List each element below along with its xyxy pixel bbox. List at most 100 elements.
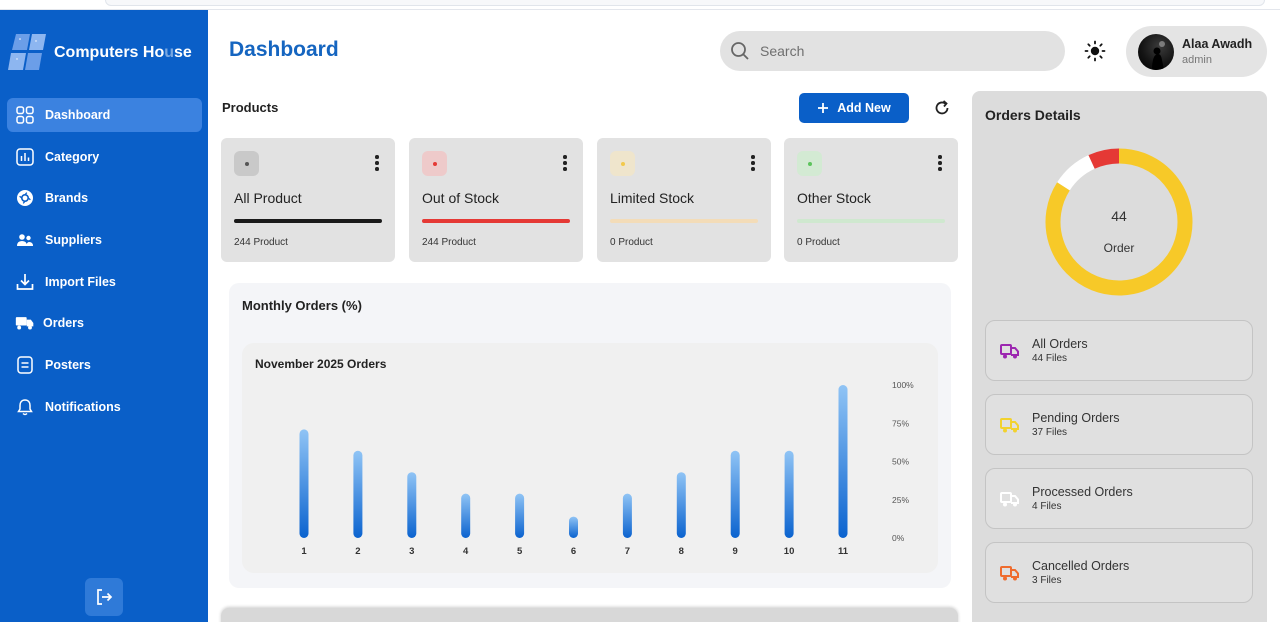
sidebar-item-label: Dashboard [45,108,111,122]
x-tick-label: 4 [463,546,469,557]
orders-total: 44 [1111,208,1127,224]
chart-icon [15,147,35,167]
sidebar-item-label: Category [45,149,100,164]
order-category-name: All Orders [1032,337,1088,351]
order-category-row[interactable]: All Orders 44 Files [985,320,1253,381]
sidebar-item-brands[interactable]: Brands [7,181,202,215]
search-icon [731,42,749,60]
page-title: Dashboard [229,38,339,61]
sidebar-item-label: Suppliers [45,233,102,248]
delivery-truck-icon [1000,491,1019,506]
chart-bar[interactable] [461,493,471,538]
browser-address-strip [0,0,1280,10]
search-bar[interactable] [720,31,1065,71]
sidebar-nav: Dashboard Category Brands Suppliers Impo… [7,98,202,432]
brand-logo[interactable]: Computers House [8,32,192,74]
products-heading: Products [222,100,279,115]
sun-icon [1084,40,1106,62]
logo-icon [8,34,46,70]
bottom-panel [221,608,958,622]
search-input[interactable] [760,43,1040,59]
product-card[interactable]: All Product 244 Product [221,138,395,262]
chart-bar[interactable] [676,472,686,538]
x-tick-label: 10 [784,546,795,557]
sidebar-item-label: Brands [45,191,89,206]
logout-button[interactable] [85,578,123,616]
product-card[interactable]: Other Stock 0 Product [784,138,958,262]
delivery-truck-icon [1000,343,1019,358]
orders-total-label: Order [1103,241,1135,255]
sidebar-item-dashboard[interactable]: Dashboard [7,98,202,132]
product-card-count: 0 Product [610,237,653,248]
chart-bar[interactable] [569,516,578,538]
orders-details-panel: Orders Details 44 Order All Orders 44 Fil… [972,91,1267,622]
order-category-count: 3 Files [1032,575,1062,586]
sidebar-item-orders[interactable]: Orders [7,306,202,340]
sidebar-item-label: Orders [43,316,84,331]
users-icon [15,230,35,250]
chart-bar[interactable] [730,450,740,538]
grid-icon [15,105,35,125]
product-card-bar [234,219,382,223]
product-card-count: 0 Product [797,237,840,248]
more-options-icon[interactable] [938,155,942,171]
donut-segment[interactable] [1088,148,1120,169]
download-icon [15,272,35,292]
chart-bar[interactable] [838,385,848,538]
x-tick-label: 7 [625,546,630,557]
monthly-orders-chart: November 2025 Orders 1 2 3 4 5 6 7 8 9 10 11 0% 25% 5… [242,343,938,573]
address-bar[interactable] [105,0,1265,6]
y-tick-label: 25% [892,495,909,505]
order-category-count: 44 Files [1032,353,1068,364]
order-category-row[interactable]: Cancelled Orders 3 Files [985,542,1253,603]
theme-toggle-button[interactable] [1083,39,1107,63]
delivery-icon [15,313,35,333]
status-dot-icon [797,151,822,176]
avatar [1138,33,1174,70]
sidebar-item-suppliers[interactable]: Suppliers [7,223,202,257]
product-card-title: All Product [234,190,302,206]
plus-icon [818,103,829,113]
x-tick-label: 6 [571,546,576,557]
chart-title: November 2025 Orders [255,357,387,371]
more-options-icon[interactable] [375,155,379,171]
chart-bar[interactable] [353,450,363,538]
monthly-orders-title: Monthly Orders (%) [242,298,362,313]
sidebar-item-posters[interactable]: Posters [7,348,202,382]
chart-bar[interactable] [407,472,417,538]
sidebar-item-category[interactable]: Category [7,140,202,174]
refresh-icon [935,100,949,115]
chart-bar[interactable] [622,493,632,538]
sidebar-item-notifications[interactable]: Notifications [7,390,202,424]
delivery-truck-icon [1000,565,1019,580]
brand-name: Computers House [54,44,192,61]
y-tick-label: 0% [892,533,905,543]
monthly-orders-panel: Monthly Orders (%) November 2025 Orders … [229,283,951,588]
sidebar-item-import-files[interactable]: Import Files [7,265,202,299]
chart-bar[interactable] [299,429,309,538]
sidebar-item-label: Import Files [45,274,116,289]
logout-icon [97,589,113,605]
x-tick-label: 11 [838,546,849,557]
product-card[interactable]: Out of Stock 244 Product [409,138,583,262]
x-tick-label: 3 [409,546,414,557]
chart-bar[interactable] [784,450,794,538]
order-category-row[interactable]: Processed Orders 4 Files [985,468,1253,529]
donut-segment[interactable] [1057,155,1095,191]
order-category-row[interactable]: Pending Orders 37 Files [985,394,1253,455]
y-tick-label: 100% [892,380,914,390]
more-options-icon[interactable] [751,155,755,171]
product-card[interactable]: Limited Stock 0 Product [597,138,771,262]
more-options-icon[interactable] [563,155,567,171]
add-new-button[interactable]: Add New [799,93,909,123]
refresh-button[interactable] [932,98,952,118]
order-category-count: 37 Files [1032,427,1068,438]
product-card-bar [422,219,570,223]
user-profile[interactable]: Alaa Awadh admin [1126,26,1267,77]
orders-donut-chart [1045,148,1193,296]
order-category-name: Processed Orders [1032,485,1133,499]
chart-bar[interactable] [515,493,525,538]
product-card-count: 244 Product [234,237,288,248]
product-card-count: 244 Product [422,237,476,248]
donut-segment[interactable] [1045,148,1193,296]
